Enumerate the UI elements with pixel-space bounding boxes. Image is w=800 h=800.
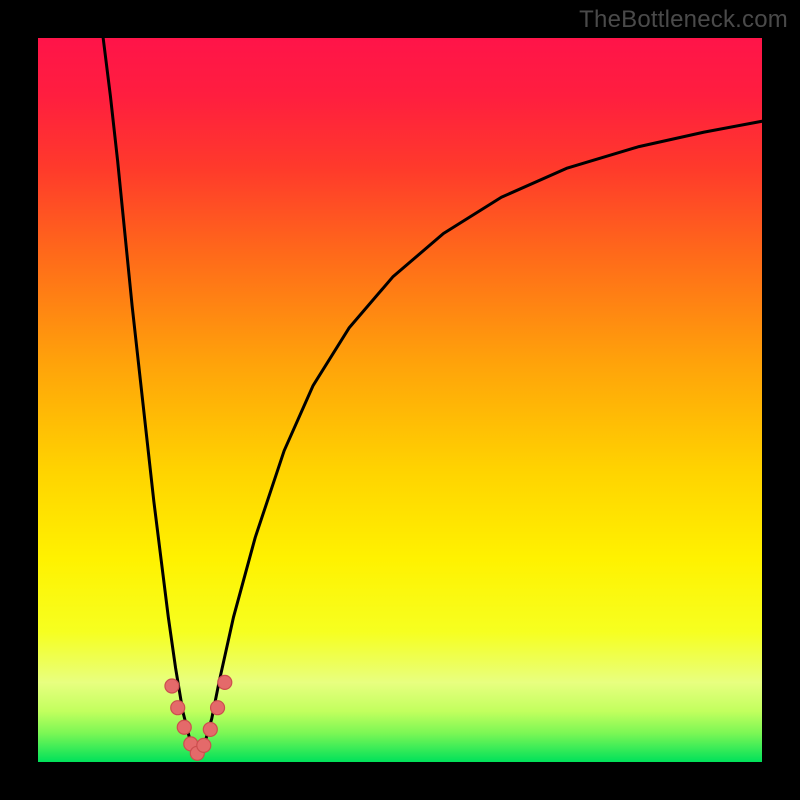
plot-area [38,38,762,762]
bottleneck-chart [0,0,800,800]
marker-dot [165,679,179,693]
stage: TheBottleneck.com [0,0,800,800]
marker-dot [177,720,191,734]
marker-dot [203,722,217,736]
marker-dot [171,701,185,715]
marker-dot [211,701,225,715]
marker-dot [197,738,211,752]
watermark-text: TheBottleneck.com [579,6,788,34]
marker-dot [218,675,232,689]
